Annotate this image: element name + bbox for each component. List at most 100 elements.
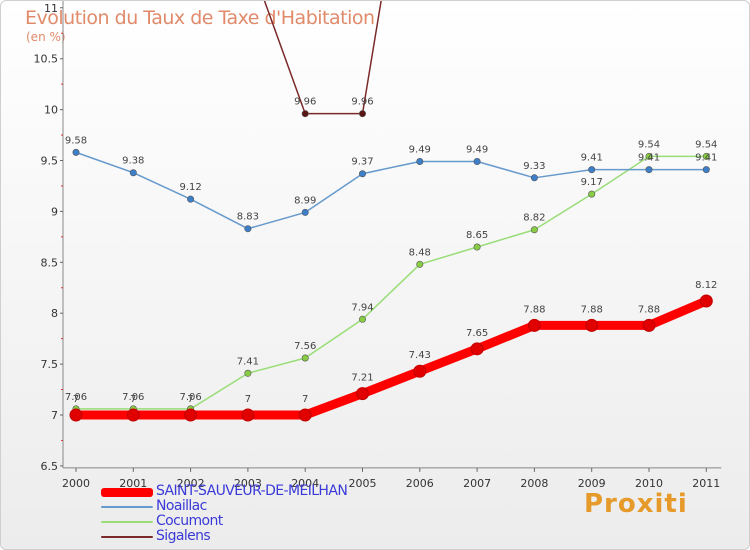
chart-unit: (en %) (26, 30, 66, 44)
data-label: 9.54 (695, 139, 717, 150)
data-label: 7.06 (65, 392, 87, 403)
x-tick-label: 2010 (635, 477, 663, 490)
brand-logo: Proxiti (584, 489, 688, 519)
data-point (301, 110, 309, 118)
data-point (126, 408, 140, 422)
data-point (702, 166, 710, 174)
legend-swatch (101, 487, 153, 497)
x-tick-label: 2008 (520, 477, 548, 490)
data-label: 8.48 (409, 247, 431, 258)
data-label: 9.17 (581, 177, 603, 188)
data-label: 7 (302, 394, 308, 405)
chart-title: Evolution du Taux de Taxe d'Habitation (25, 7, 375, 29)
data-label: 7.65 (466, 328, 488, 339)
data-point (588, 166, 596, 174)
data-label: 9.96 (351, 97, 373, 108)
x-tick-label: 2011 (692, 477, 720, 490)
data-point (301, 354, 309, 362)
data-label: 7.43 (409, 350, 431, 361)
data-point (645, 152, 653, 160)
data-point (358, 110, 366, 118)
data-point (244, 369, 252, 377)
series-line-2 (76, 155, 707, 410)
data-point (645, 166, 653, 174)
data-label: 7.88 (638, 304, 660, 315)
y-tick-label: 6.5 (41, 460, 59, 473)
data-point (358, 170, 366, 178)
data-point (530, 226, 538, 234)
data-point (187, 195, 195, 203)
legend-label: Cocumont (156, 513, 223, 529)
y-tick-label: 8.5 (41, 256, 59, 269)
x-tick-label: 2007 (463, 477, 491, 490)
data-label: 8.12 (695, 280, 717, 291)
data-label: 7.06 (179, 392, 201, 403)
x-tick-label: 2000 (62, 477, 90, 490)
data-point (588, 190, 596, 198)
data-point (358, 315, 366, 323)
series-line-3 (263, 1, 382, 115)
y-tick-label: 10 (44, 104, 58, 117)
data-label: 8.65 (466, 230, 488, 241)
series-line-0 (76, 296, 709, 420)
data-label: 7 (73, 394, 79, 405)
x-tick-label: 2005 (349, 477, 377, 490)
legend-swatch (101, 536, 153, 538)
x-tick-label: 2001 (119, 477, 147, 490)
data-point (298, 408, 312, 422)
data-point (530, 174, 538, 182)
data-label: 9.33 (523, 161, 545, 172)
x-tick-label: 2009 (578, 477, 606, 490)
legend-label: Noaillac (156, 498, 207, 514)
y-tick-label: 11 (44, 2, 58, 15)
data-point (470, 342, 484, 356)
series-line-1 (75, 151, 707, 230)
data-label: 7 (245, 394, 251, 405)
y-tick-label: 9.5 (41, 155, 59, 168)
data-point (72, 148, 80, 156)
data-label: 7 (130, 394, 136, 405)
data-label: 7.94 (351, 302, 373, 313)
data-label: 8.83 (237, 212, 259, 223)
y-tick-label: 7.5 (41, 358, 59, 371)
data-point (416, 158, 424, 166)
data-label: 9.41 (581, 153, 603, 164)
x-tick-label: 2003 (234, 477, 262, 490)
data-point (473, 158, 481, 166)
legend-label: SAINT-SAUVEUR-DE-MEILHAN (156, 483, 348, 499)
data-label: 9.38 (122, 156, 144, 167)
data-point (184, 408, 198, 422)
data-label: 9.41 (638, 153, 660, 164)
data-point (585, 318, 599, 332)
y-tick-label: 8 (51, 307, 58, 320)
data-point (699, 294, 713, 308)
data-label: 7.06 (122, 392, 144, 403)
data-point (244, 225, 252, 233)
data-label: 7 (187, 394, 193, 405)
data-label: 8.82 (523, 213, 545, 224)
legend-swatch (101, 506, 153, 508)
data-point (301, 208, 309, 216)
data-label: 9.54 (638, 139, 660, 150)
data-label: 9.96 (294, 97, 316, 108)
data-point (413, 364, 427, 378)
data-label: 7.88 (581, 304, 603, 315)
x-tick-label: 2002 (177, 477, 205, 490)
data-label: 9.58 (65, 135, 87, 146)
y-tick-label: 7 (51, 409, 58, 422)
data-point (241, 408, 255, 422)
data-point (473, 243, 481, 251)
data-label: 7.56 (294, 341, 316, 352)
y-tick-label: 10.5 (34, 53, 59, 66)
data-label: 9.49 (409, 145, 431, 156)
data-point (416, 260, 424, 268)
data-point (356, 387, 369, 401)
data-label: 9.41 (695, 153, 717, 164)
brand-text: Proxiti (584, 489, 688, 519)
data-point (527, 318, 541, 332)
data-label: 9.37 (351, 157, 373, 168)
data-point (702, 152, 710, 160)
legend-swatch (101, 521, 153, 523)
